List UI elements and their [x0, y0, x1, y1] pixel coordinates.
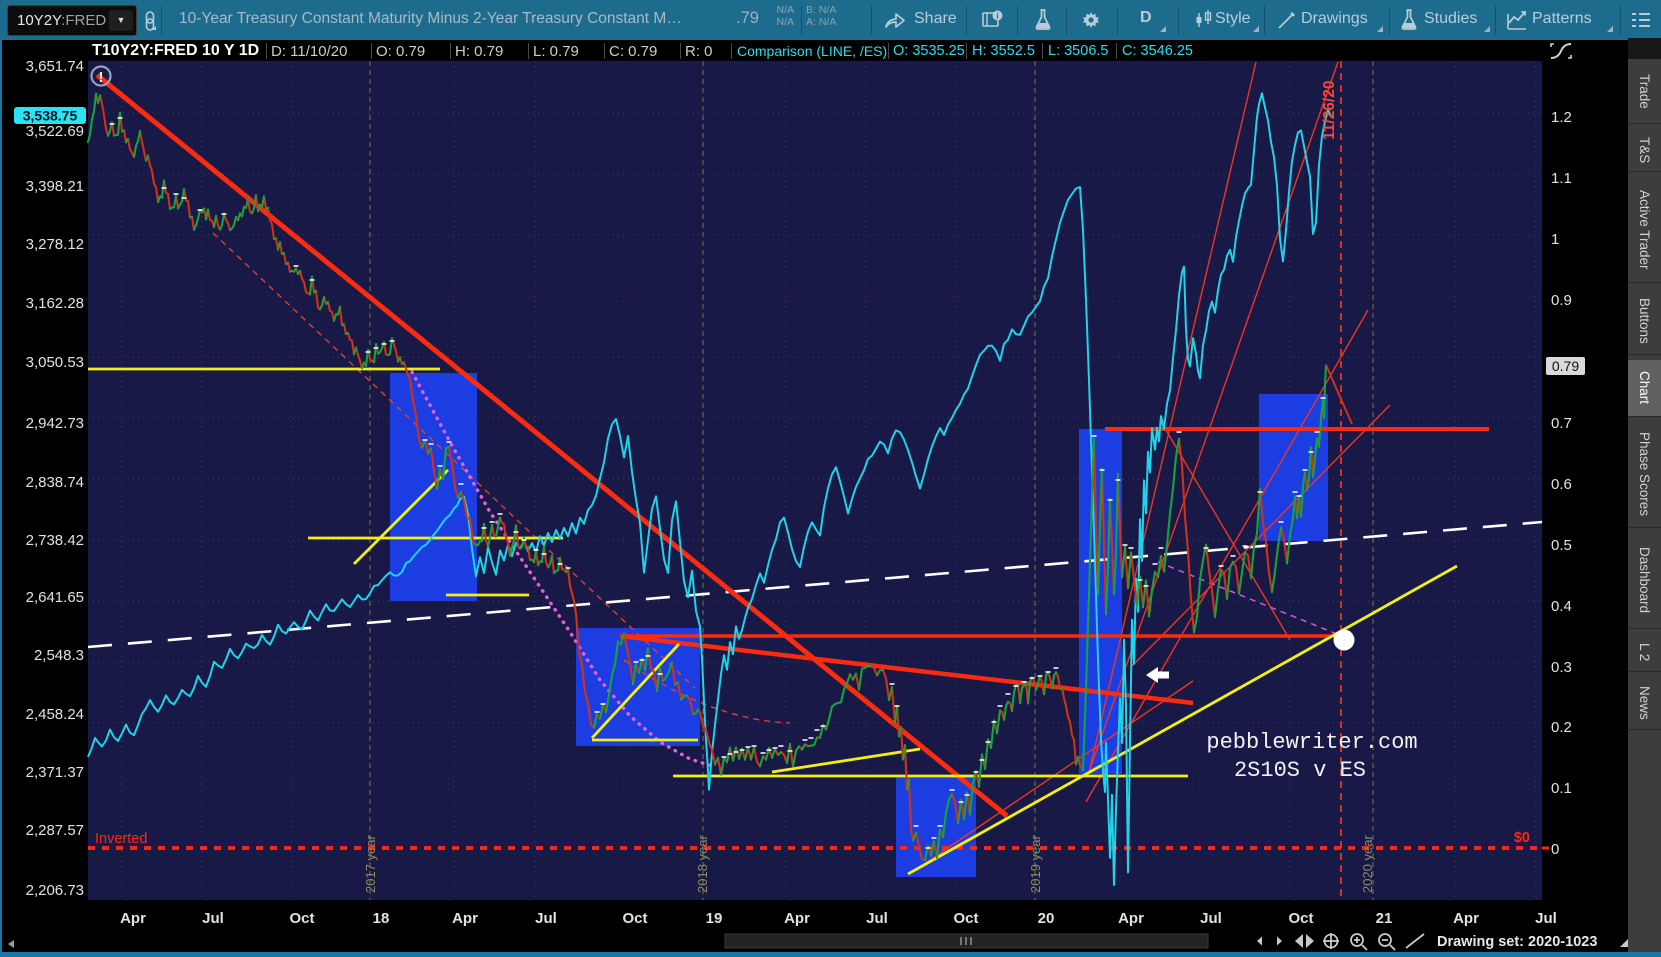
svg-text:0.5: 0.5 [1551, 537, 1572, 554]
svg-text:0.6: 0.6 [1551, 476, 1572, 493]
svg-text:Apr: Apr [120, 910, 146, 927]
svg-text:i: i [996, 11, 999, 20]
svg-text:3,398.21: 3,398.21 [26, 178, 84, 195]
svg-text:20: 20 [1038, 910, 1055, 927]
svg-text:2,287.57: 2,287.57 [26, 822, 84, 839]
svg-text:1: 1 [1551, 231, 1559, 248]
svg-text:19: 19 [706, 910, 723, 927]
svg-text:3,050.53: 3,050.53 [26, 354, 84, 371]
svg-text:18: 18 [373, 910, 390, 927]
svg-text:2,942.73: 2,942.73 [26, 415, 84, 432]
svg-text:!: ! [99, 69, 104, 86]
svg-text:Apr: Apr [1118, 910, 1144, 927]
svg-text:2,371.37: 2,371.37 [26, 764, 84, 781]
svg-text:Oct: Oct [289, 910, 314, 927]
svg-text:0.4: 0.4 [1551, 598, 1572, 615]
svg-text:0.7: 0.7 [1551, 415, 1572, 432]
svg-text:1.1: 1.1 [1551, 170, 1572, 187]
svg-text:2S10S v ES: 2S10S v ES [1234, 758, 1366, 783]
svg-text:Inverted: Inverted [95, 831, 147, 847]
svg-text:Jul: Jul [866, 910, 888, 927]
svg-text:Apr: Apr [1453, 910, 1479, 927]
svg-text:Drawing set: 2020-1023: Drawing set: 2020-1023 [1437, 934, 1597, 950]
svg-text:3,278.12: 3,278.12 [26, 236, 84, 253]
svg-text:2,206.73: 2,206.73 [26, 882, 84, 899]
svg-text:Oct: Oct [953, 910, 978, 927]
svg-text:2,458.24: 2,458.24 [26, 706, 84, 723]
svg-text:2,738.42: 2,738.42 [26, 532, 84, 549]
svg-text:21: 21 [1376, 910, 1393, 927]
svg-text:Jul: Jul [202, 910, 224, 927]
svg-text:2020 year: 2020 year [1360, 835, 1375, 893]
svg-text:Oct: Oct [622, 910, 647, 927]
svg-text:3,538.75: 3,538.75 [23, 108, 78, 124]
svg-text:Jul: Jul [1535, 910, 1557, 927]
svg-text:2,641.65: 2,641.65 [26, 589, 84, 606]
svg-text:Jul: Jul [535, 910, 557, 927]
svg-text:2,838.74: 2,838.74 [26, 474, 84, 491]
svg-text:Apr: Apr [452, 910, 478, 927]
svg-text:Apr: Apr [784, 910, 810, 927]
svg-text:3,162.28: 3,162.28 [26, 295, 84, 312]
svg-text:0: 0 [1551, 841, 1559, 858]
svg-text:0.3: 0.3 [1551, 659, 1572, 676]
svg-text:2019 year: 2019 year [1028, 835, 1043, 893]
svg-text:$0: $0 [1514, 830, 1530, 846]
svg-text:2018 year: 2018 year [695, 835, 710, 893]
svg-text:Oct: Oct [1288, 910, 1313, 927]
svg-text:0.2: 0.2 [1551, 719, 1572, 736]
svg-text:11/26/20: 11/26/20 [1321, 81, 1338, 140]
svg-text:pebblewriter.com: pebblewriter.com [1206, 730, 1417, 755]
svg-text:0.9: 0.9 [1551, 292, 1572, 309]
svg-text:1.2: 1.2 [1551, 109, 1572, 126]
svg-text:0.1: 0.1 [1551, 780, 1572, 797]
svg-text:2,548.3: 2,548.3 [34, 647, 84, 664]
svg-text:0.79: 0.79 [1552, 358, 1579, 374]
svg-text:3,651.74: 3,651.74 [26, 58, 84, 75]
svg-text:Jul: Jul [1200, 910, 1222, 927]
svg-text:2017 year: 2017 year [363, 835, 378, 893]
svg-text:3,522.69: 3,522.69 [26, 123, 84, 140]
